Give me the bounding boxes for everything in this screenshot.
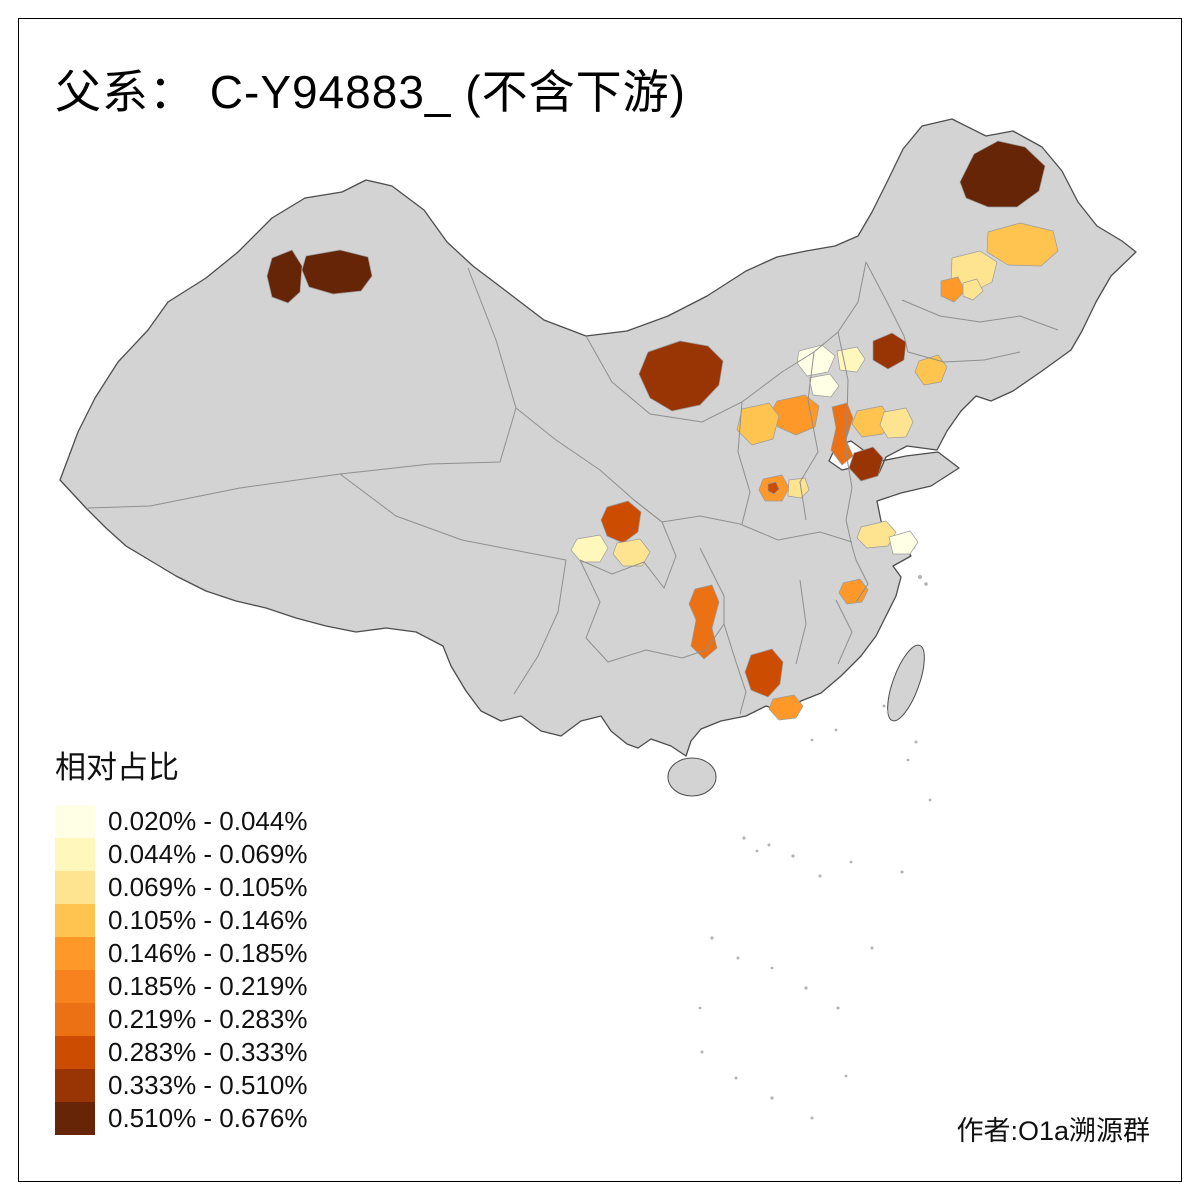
region-jilin-patch-1 <box>940 276 966 303</box>
region-guangxi-patch <box>744 648 784 698</box>
region-heilongjiang-patch-mid <box>986 222 1059 267</box>
legend-item: 0.069% - 0.105% <box>55 871 307 904</box>
region-liaoning-patch-dark <box>872 332 907 370</box>
legend-label: 0.044% - 0.069% <box>108 839 308 869</box>
region-guangdong-patch <box>768 694 804 721</box>
map-title: 父系： C-Y94883_ (不含下游) <box>55 66 686 118</box>
region-xinjiang-patch-2 <box>301 249 373 295</box>
legend-item: 0.044% - 0.069% <box>55 838 307 871</box>
region-jiangxi-patch <box>838 578 869 605</box>
legend-swatch <box>55 1003 95 1036</box>
region-henan-patch-dot <box>767 481 780 495</box>
legend-swatch <box>55 1069 95 1102</box>
legend-label: 0.333% - 0.510% <box>108 1070 308 1100</box>
colored-regions <box>266 140 1059 721</box>
region-shandong-patch-2 <box>879 407 914 439</box>
legend-label: 0.510% - 0.676% <box>108 1103 308 1133</box>
region-inner-mongolia-patch <box>638 340 724 412</box>
province-borders <box>87 261 1059 715</box>
legend-label: 0.020% - 0.044% <box>108 806 308 836</box>
region-sichuan-patch-1 <box>570 534 609 563</box>
legend-swatch <box>55 838 95 871</box>
region-sichuan-patch-dark <box>600 500 642 544</box>
legend: 相对占比 0.020% - 0.044% 0.044% - 0.069% 0.0… <box>55 742 307 1135</box>
legend-item: 0.105% - 0.146% <box>55 904 307 937</box>
legend-swatch <box>55 1102 95 1135</box>
legend-item: 0.510% - 0.676% <box>55 1102 307 1135</box>
legend-swatch <box>55 970 95 1003</box>
region-beijing-patch-2 <box>836 346 866 373</box>
legend-label: 0.146% - 0.185% <box>108 938 308 968</box>
legend-swatch <box>55 805 95 838</box>
region-jilin-patch-2 <box>962 278 984 301</box>
region-jiangsu-patch-2 <box>888 530 919 555</box>
legend-item: 0.283% - 0.333% <box>55 1036 307 1069</box>
region-hebei-patch <box>808 373 840 398</box>
legend-item: 0.146% - 0.185% <box>55 937 307 970</box>
legend-label: 0.069% - 0.105% <box>108 872 308 902</box>
region-xinjiang-patch-1 <box>266 249 303 304</box>
taiwan-island <box>887 644 925 722</box>
legend-label: 0.105% - 0.146% <box>108 905 308 935</box>
legend-swatch <box>55 1036 95 1069</box>
legend-swatch <box>55 904 95 937</box>
region-shanxi-patch-2 <box>736 402 780 446</box>
region-shandong-patch-1 <box>851 405 891 438</box>
south-china-sea-islets <box>698 575 932 1120</box>
legend-label: 0.185% - 0.219% <box>108 971 308 1001</box>
legend-item: 0.020% - 0.044% <box>55 805 307 838</box>
hainan-island <box>667 757 717 797</box>
legend-swatch <box>55 937 95 970</box>
author-credit: 作者:O1a溯源群 <box>956 1116 1150 1146</box>
region-heilongjiang-patch-dark <box>959 140 1046 208</box>
legend-title: 相对占比 <box>55 750 179 785</box>
region-chongqing-guizhou-patch <box>688 584 720 660</box>
region-sichuan-patch-2 <box>612 538 651 567</box>
legend-item: 0.219% - 0.283% <box>55 1003 307 1036</box>
legend-item: 0.185% - 0.219% <box>55 970 307 1003</box>
legend-item: 0.333% - 0.510% <box>55 1069 307 1102</box>
legend-label: 0.283% - 0.333% <box>108 1037 308 1067</box>
legend-label: 0.219% - 0.283% <box>108 1004 308 1034</box>
legend-swatch <box>55 871 95 904</box>
region-liaoning-patch-light <box>914 354 948 386</box>
region-jiangsu-patch-1 <box>856 520 897 549</box>
china-mainland <box>59 118 1137 757</box>
